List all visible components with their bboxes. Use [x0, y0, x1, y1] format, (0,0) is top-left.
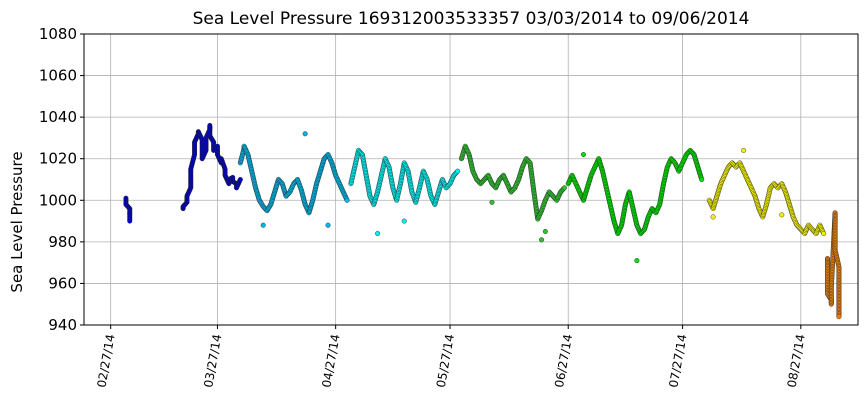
x-tick-label: 03/27/14: [201, 333, 224, 389]
x-tick-label: 06/27/14: [552, 333, 575, 389]
x-tick-label: 07/27/14: [666, 333, 689, 389]
y-tick-label: 1060: [39, 67, 77, 85]
x-tick-label: 02/27/14: [94, 333, 117, 389]
data-point: [634, 258, 640, 264]
x-tick-label: 08/27/14: [785, 333, 808, 389]
data-point: [237, 176, 243, 182]
x-tick-label: 05/27/14: [434, 333, 457, 389]
x-tick-label: 04/27/14: [319, 333, 342, 389]
data-point: [821, 231, 827, 237]
y-axis-label: Sea Level Pressure: [8, 151, 26, 292]
y-tick-label: 1020: [39, 150, 77, 168]
data-point: [539, 237, 545, 243]
data-point: [580, 152, 586, 158]
data-point: [699, 176, 705, 182]
data-point: [325, 222, 331, 228]
data-point: [836, 314, 842, 320]
chart-title: Sea Level Pressure 169312003533357 03/03…: [193, 9, 750, 29]
data-points: [123, 122, 842, 320]
data-point: [489, 199, 495, 205]
data-point: [710, 214, 716, 220]
y-tick-label: 1000: [39, 191, 77, 209]
y-axis: 940 960 980 1000 1020 1040 1060 1080: [39, 25, 84, 334]
data-point: [401, 218, 407, 224]
plot-frame: [83, 33, 859, 326]
data-point: [260, 222, 266, 228]
data-point: [542, 228, 548, 234]
data-point: [741, 147, 747, 153]
y-tick-label: 960: [48, 274, 77, 292]
y-tick-label: 1040: [39, 108, 77, 126]
grid-lines: [84, 33, 858, 326]
data-point: [127, 218, 133, 224]
y-tick-label: 980: [48, 233, 77, 251]
data-point: [344, 197, 350, 203]
data-point: [375, 231, 381, 237]
data-point: [779, 212, 785, 218]
data-point: [302, 131, 308, 137]
data-point: [561, 185, 567, 191]
data-point: [455, 168, 461, 174]
x-axis: 02/27/14 03/27/14 04/27/14 05/27/14 06/27/14…: [94, 325, 808, 389]
y-tick-label: 1080: [39, 25, 77, 43]
y-tick-label: 940: [48, 316, 77, 334]
